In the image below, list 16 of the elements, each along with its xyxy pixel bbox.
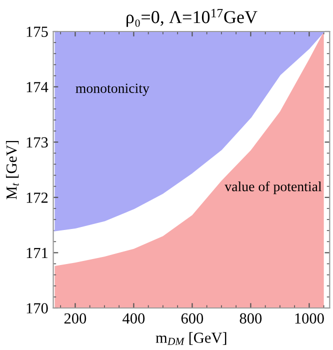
y-axis-title: M$_{t}$ [GeV]: [6, 140, 19, 200]
y-tick-label: 171: [26, 248, 48, 258]
y-tick-label: 173: [26, 137, 48, 148]
x-tick-label: 800: [240, 313, 262, 324]
y-tick-label: 175: [26, 26, 48, 37]
annotation: value of potential: [224, 181, 322, 194]
x-tick-label: 200: [64, 313, 86, 324]
y-tick-label: 172: [26, 192, 48, 203]
chart-title: ρ₀=0, Λ=10$^{17}$GeV: [126, 8, 258, 27]
x-tick-label: 600: [181, 313, 204, 324]
annotation: monotonicity: [76, 84, 150, 96]
y-tick-label: 170: [26, 303, 48, 314]
y-tick-label: 174: [26, 82, 48, 92]
x-axis-title: m$_{DM}$ [GeV]: [156, 332, 226, 345]
x-tick-label: 1000: [295, 313, 324, 324]
x-tick-label: 400: [122, 313, 145, 324]
